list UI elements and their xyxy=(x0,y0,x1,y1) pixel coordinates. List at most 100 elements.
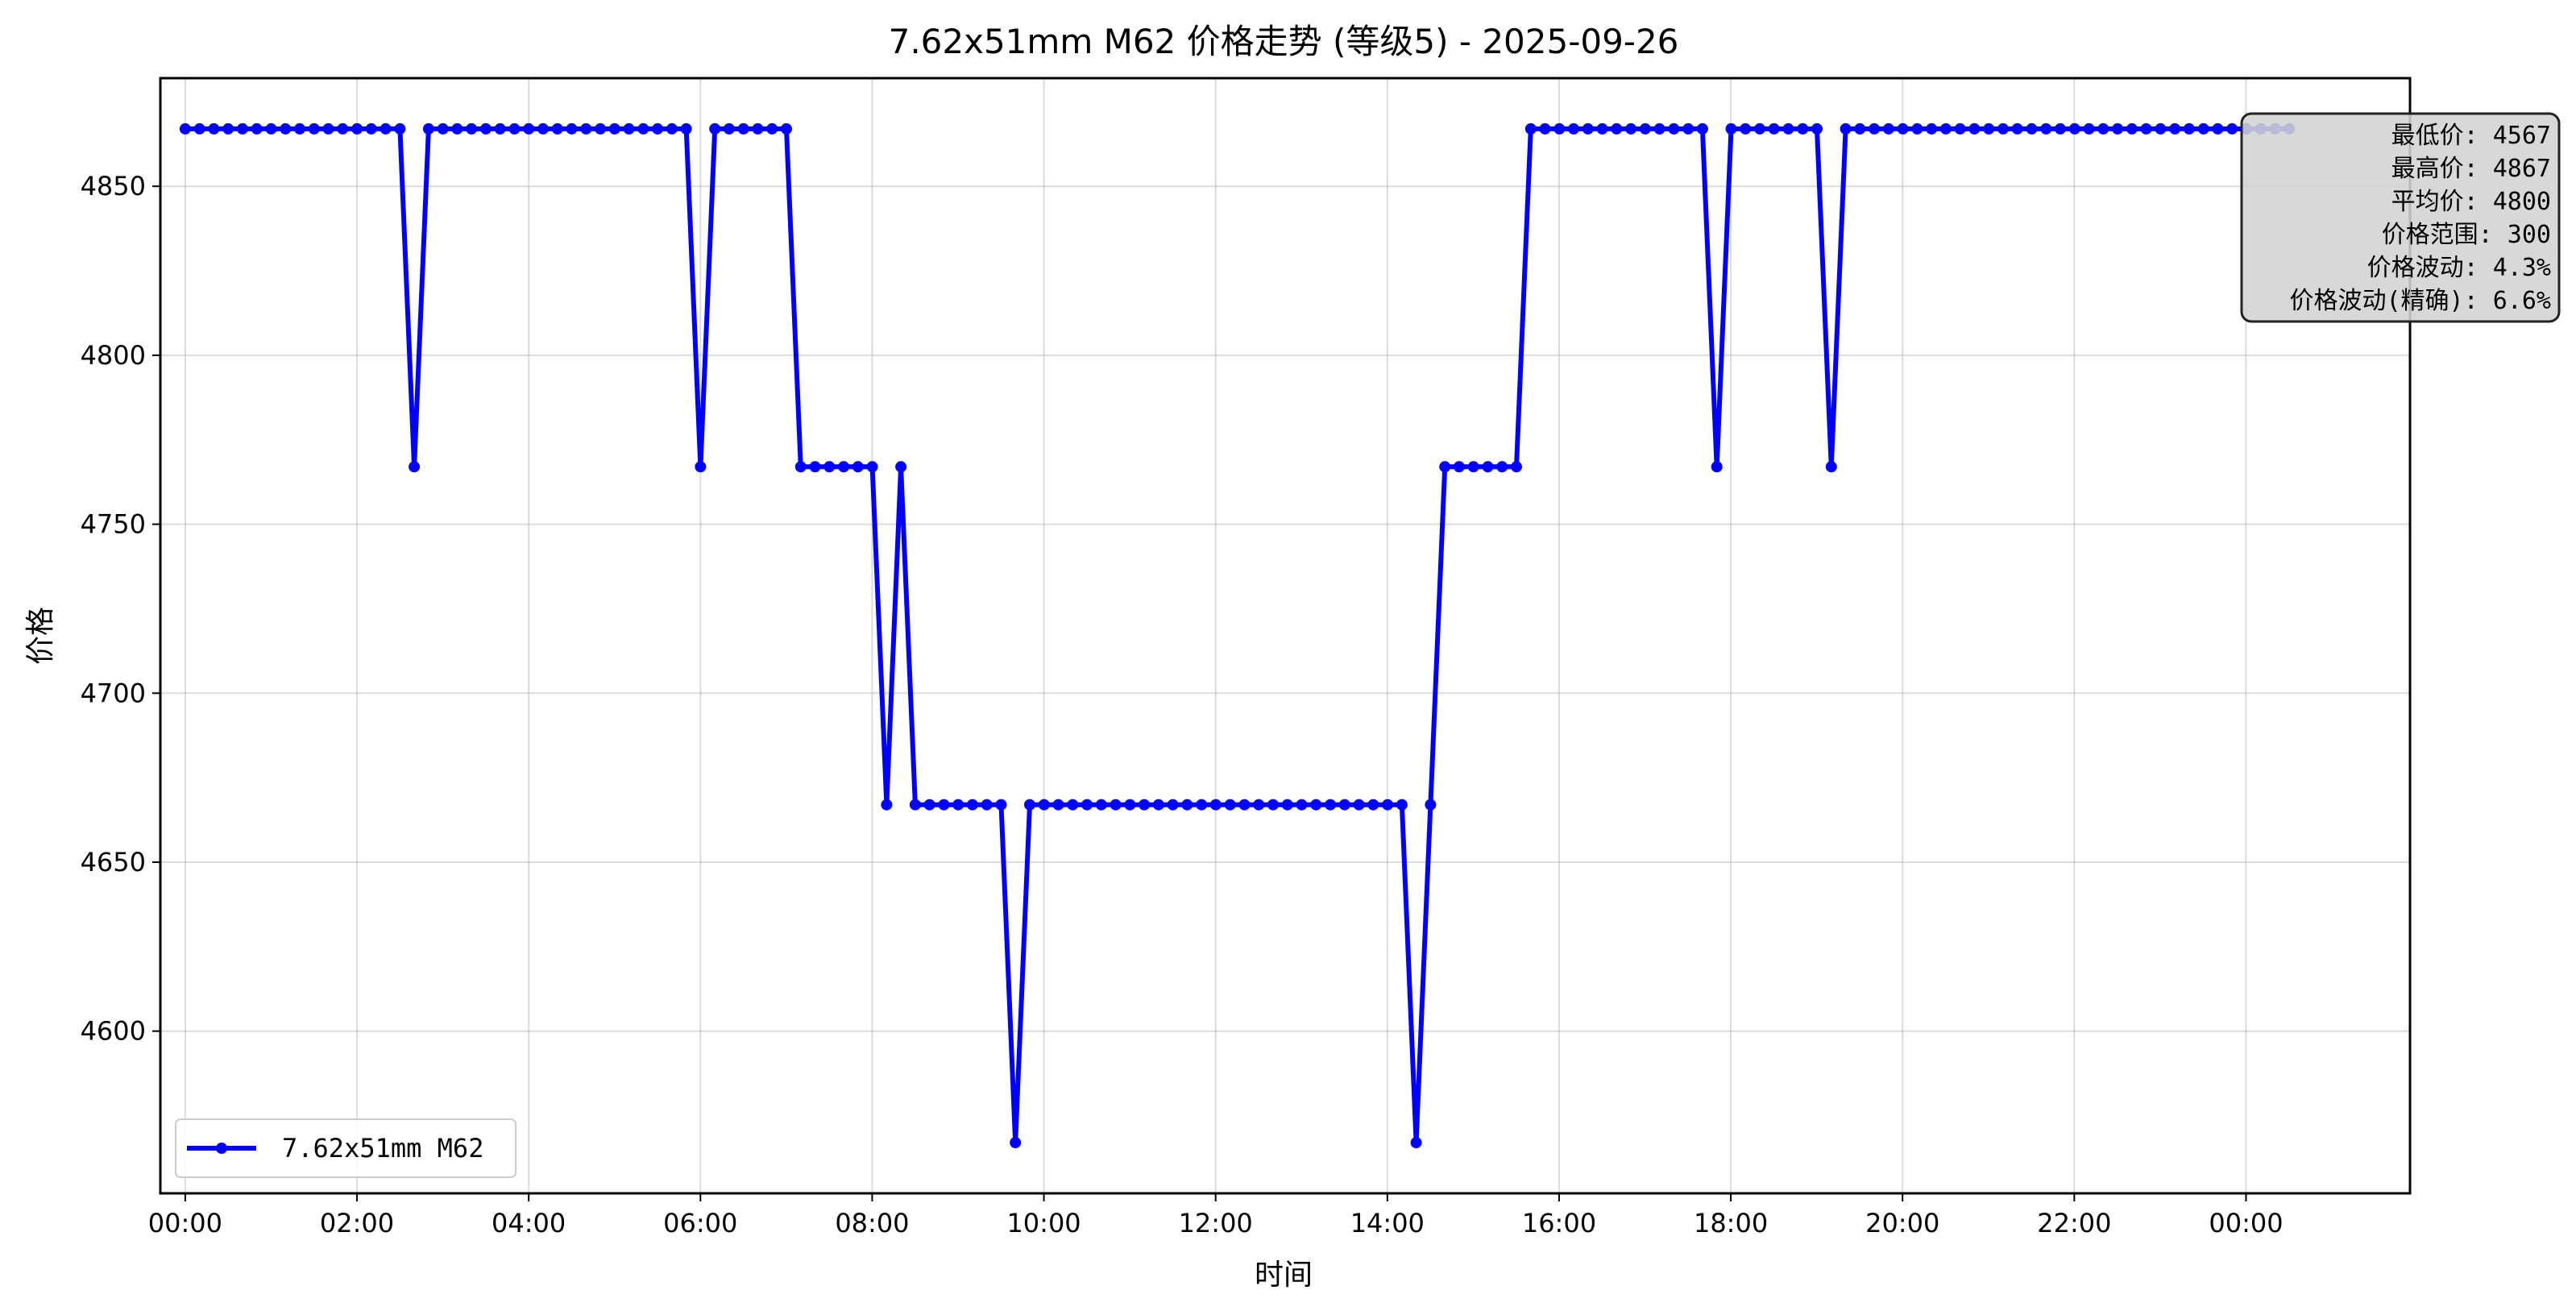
stats-avg-price: 平均价: 4800 xyxy=(2391,188,2551,216)
data-point xyxy=(2226,122,2238,135)
y-tick-label: 4800 xyxy=(81,340,146,371)
data-point xyxy=(1811,122,1823,135)
data-point xyxy=(1152,799,1164,811)
stats-volatility-precise: 价格波动(精确): 6.6% xyxy=(2290,287,2552,315)
x-axis: 00:00 02:00 04:00 06:00 08:00 10:00 12:00 14:00… xyxy=(148,1193,2284,1238)
data-point xyxy=(595,122,607,135)
data-point xyxy=(608,122,620,135)
data-point xyxy=(380,122,392,135)
data-point xyxy=(308,122,320,135)
data-point xyxy=(1882,122,1894,135)
data-point xyxy=(823,461,836,473)
data-point xyxy=(1110,799,1122,811)
stats-box: 最低价: 4567 最高价: 4867 平均价: 4800 价格范围: 300 … xyxy=(2240,112,2561,323)
data-point xyxy=(1181,799,1193,811)
data-point xyxy=(1582,122,1594,135)
x-axis-label: 时间 xyxy=(1255,1259,1313,1292)
data-point xyxy=(1024,799,1035,811)
x-tick-label: 06:00 xyxy=(663,1208,737,1238)
data-point xyxy=(966,799,978,811)
data-point xyxy=(365,122,377,135)
data-point xyxy=(1310,799,1322,811)
data-point xyxy=(1968,122,1981,135)
x-tick-label: 04:00 xyxy=(492,1208,566,1238)
data-point xyxy=(2126,122,2138,135)
data-point xyxy=(222,122,234,135)
data-point xyxy=(2083,122,2095,135)
data-point xyxy=(1224,799,1236,811)
data-point xyxy=(2183,122,2195,135)
data-point xyxy=(1939,122,1952,135)
data-point xyxy=(1167,799,1179,811)
y-tick-label: 4750 xyxy=(81,509,146,540)
x-tick-label: 00:00 xyxy=(148,1208,222,1238)
plot-area-frame xyxy=(159,77,2412,1195)
y-axis-label: 价格 xyxy=(24,607,57,665)
data-point xyxy=(551,122,563,135)
data-point xyxy=(895,461,907,473)
data-point xyxy=(537,122,549,135)
stats-price-range: 价格范围: 300 xyxy=(2382,221,2551,249)
data-point xyxy=(1983,122,1995,135)
data-point xyxy=(737,122,749,135)
data-point xyxy=(1668,122,1680,135)
data-point xyxy=(1682,122,1695,135)
data-point xyxy=(1010,1137,1022,1149)
data-point xyxy=(1425,799,1437,811)
data-point xyxy=(1482,461,1494,473)
data-point xyxy=(2055,122,2066,135)
data-point xyxy=(909,799,921,811)
data-point xyxy=(1296,799,1308,811)
grid xyxy=(160,78,2410,1193)
y-tick-label: 4650 xyxy=(81,847,146,877)
data-point xyxy=(1238,799,1251,811)
data-point xyxy=(251,122,263,135)
data-point xyxy=(709,122,721,135)
data-point xyxy=(1095,799,1107,811)
data-point xyxy=(2140,122,2152,135)
data-point xyxy=(952,799,964,811)
data-point xyxy=(852,461,864,473)
x-tick-label: 00:00 xyxy=(2209,1208,2283,1238)
data-point xyxy=(1897,122,1909,135)
legend-label: 7.62x51mm M62 xyxy=(282,1133,483,1164)
y-tick-label: 4700 xyxy=(81,678,146,708)
data-point xyxy=(523,122,535,135)
data-point xyxy=(322,122,334,135)
data-point xyxy=(794,461,807,473)
data-point xyxy=(1840,122,1852,135)
data-point xyxy=(680,122,692,135)
data-point xyxy=(1396,799,1408,811)
data-point xyxy=(265,122,277,135)
data-point xyxy=(351,122,363,135)
data-point xyxy=(1453,461,1465,473)
x-tick-label: 22:00 xyxy=(2037,1208,2111,1238)
data-point xyxy=(494,122,506,135)
data-point xyxy=(566,122,578,135)
data-point xyxy=(1410,1137,1422,1149)
data-point xyxy=(1869,122,1881,135)
stats-box-background xyxy=(2240,112,2561,323)
data-point xyxy=(809,461,821,473)
data-point xyxy=(1281,799,1293,811)
data-point xyxy=(1124,799,1136,811)
data-point xyxy=(580,122,592,135)
data-point xyxy=(1539,122,1551,135)
data-point xyxy=(1267,799,1279,811)
data-point xyxy=(1696,122,1708,135)
data-point xyxy=(2068,122,2080,135)
data-point xyxy=(2112,122,2124,135)
data-point xyxy=(1954,122,1966,135)
data-point xyxy=(1911,122,1923,135)
data-point xyxy=(2155,122,2167,135)
data-point xyxy=(179,122,191,135)
series-line xyxy=(185,126,2290,1146)
data-point xyxy=(752,122,764,135)
data-point xyxy=(866,461,878,473)
data-point xyxy=(1611,122,1623,135)
data-point xyxy=(1367,799,1379,811)
data-point xyxy=(666,122,678,135)
data-point xyxy=(208,122,220,135)
data-point xyxy=(394,122,406,135)
